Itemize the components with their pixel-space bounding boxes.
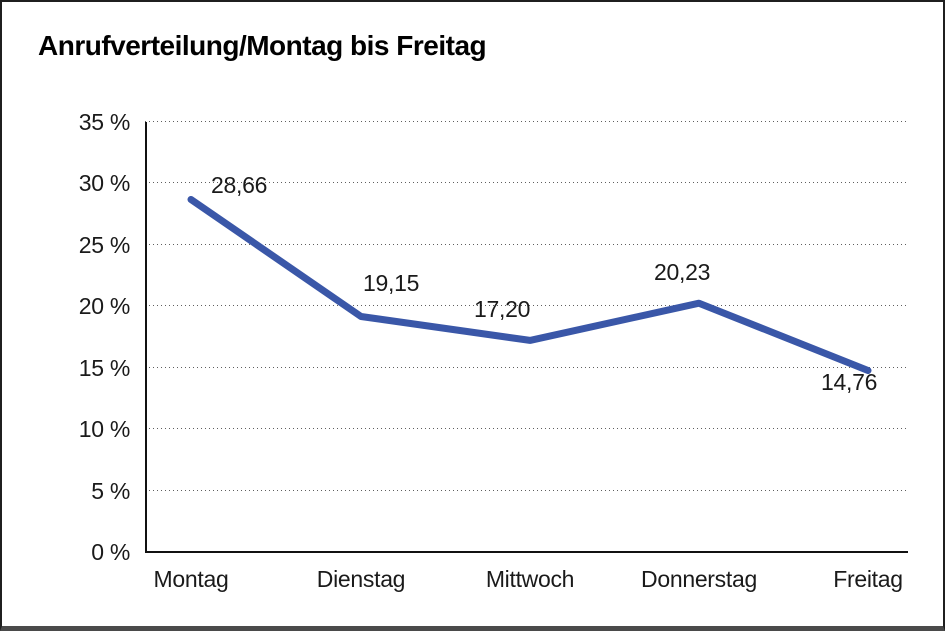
data-label-mittwoch: 17,20 xyxy=(474,296,531,323)
gridline-25-percent xyxy=(145,243,908,246)
y-tick-label: 0 % xyxy=(91,539,130,565)
y-tick-label: 25 % xyxy=(78,231,131,258)
gridline-20-percent xyxy=(145,305,908,307)
x-category-label-mittwoch: Mittwoch xyxy=(485,566,575,592)
chart-title: Anrufverteilung/Montag bis Freitag xyxy=(38,30,487,61)
y-tick-label: 15 % xyxy=(78,354,131,381)
y-tick-label: 5 % xyxy=(91,477,130,504)
series-line xyxy=(187,196,872,374)
data-label-montag: 28,66 xyxy=(211,172,268,199)
y-axis-line xyxy=(145,121,147,552)
y-tick-label: 30 % xyxy=(78,170,131,196)
x-category-label-freitag: Freitag xyxy=(833,566,903,592)
x-category-label-montag: Montag xyxy=(153,566,229,592)
data-label-donnerstag: 20,23 xyxy=(654,259,711,286)
y-tick-label: 20 % xyxy=(78,293,131,319)
x-category-label-donnerstag: Donnerstag xyxy=(641,566,757,592)
x-axis-line xyxy=(145,551,908,553)
y-tick-label: 35 % xyxy=(78,108,131,135)
gridline-10-percent xyxy=(145,428,908,430)
gridline-15-percent xyxy=(145,366,908,369)
gridline-5-percent xyxy=(145,489,908,492)
data-label-freitag: 14,76 xyxy=(821,369,878,396)
gridline-30-percent xyxy=(145,182,908,184)
gridline-35-percent xyxy=(145,120,908,123)
x-category-label-dienstag: Dienstag xyxy=(316,566,406,592)
data-label-dienstag: 19,15 xyxy=(363,270,420,297)
y-tick-label: 10 % xyxy=(78,416,131,442)
